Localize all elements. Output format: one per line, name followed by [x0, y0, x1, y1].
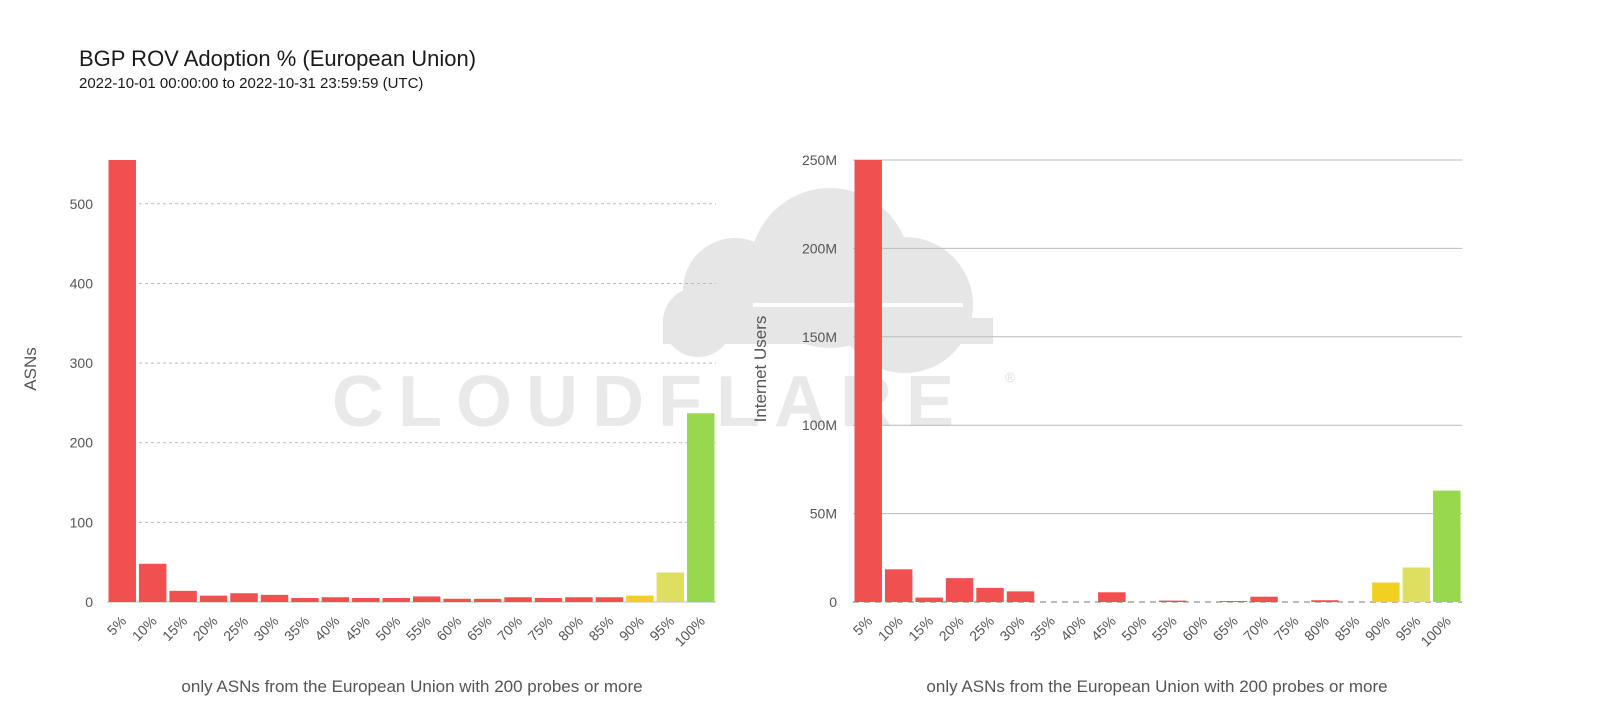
asn-bar-70pct	[504, 597, 532, 602]
users-y-tick-label: 200M	[802, 240, 837, 256]
users-x-tick-label: 30%	[996, 613, 1027, 644]
users-x-tick-label: 25%	[966, 613, 997, 644]
users-x-tick-label: 70%	[1240, 613, 1271, 644]
asn-y-tick-label: 200	[70, 435, 94, 451]
asn-x-axis-title: only ASNs from the European Union with 2…	[181, 677, 642, 696]
asn-bar-85pct	[595, 597, 624, 602]
users-bar-100pct	[1433, 490, 1461, 602]
users-x-tick-label: 20%	[936, 613, 967, 644]
users-bar-45pct	[1098, 592, 1126, 602]
users-x-tick-label: 50%	[1118, 613, 1149, 644]
asn-bar-60pct	[443, 598, 471, 602]
asn-bar-50pct	[382, 598, 410, 602]
users-bar-15pct	[915, 597, 943, 602]
asn-bar-25pct	[230, 593, 258, 602]
asn-bar-65pct	[473, 598, 502, 602]
asn-bar-90pct	[626, 595, 654, 602]
asn-bar-80pct	[565, 597, 593, 602]
users-x-tick-label: 5%	[850, 613, 876, 639]
users-x-tick-label: 75%	[1271, 613, 1302, 644]
asn-y-tick-label: 300	[70, 355, 94, 371]
users-y-tick-label: 250M	[802, 152, 837, 168]
users-bar-30pct	[1006, 591, 1035, 602]
asn-bar-15pct	[169, 590, 197, 602]
users-bar-25pct	[976, 587, 1004, 602]
users-x-tick-label: 10%	[875, 613, 906, 644]
users-y-tick-label: 0	[829, 594, 837, 610]
users-x-tick-label: 100%	[1417, 613, 1454, 650]
asn-bar-100pct	[687, 413, 715, 602]
users-bar-65pct	[1219, 601, 1248, 602]
users-x-tick-label: 65%	[1210, 613, 1241, 644]
users-y-tick-label: 100M	[802, 417, 837, 433]
asn-bar-10pct	[138, 563, 167, 602]
users-x-tick-label: 90%	[1362, 613, 1393, 644]
users-bar-5pct	[854, 160, 882, 602]
users-bar-90pct	[1372, 582, 1400, 602]
users-x-tick-label: 40%	[1057, 613, 1088, 644]
asn-y-tick-label: 500	[70, 196, 94, 212]
asn-bar-40pct	[321, 597, 350, 602]
asn-y-tick-label: 400	[70, 275, 94, 291]
users-bar-55pct	[1159, 600, 1187, 602]
users-bar-10pct	[884, 569, 913, 602]
users-bar-95pct	[1402, 567, 1431, 602]
asn-bar-75pct	[534, 598, 563, 602]
users-y-axis-title: Internet Users	[751, 316, 770, 423]
asn-y-tick-label: 100	[70, 514, 94, 530]
asn-bar-5pct	[108, 160, 136, 602]
asn-bar-30pct	[260, 594, 289, 602]
asn-y-tick-label: 0	[85, 594, 93, 610]
users-y-tick-label: 150M	[802, 329, 837, 345]
asn-y-axis-title: ASNs	[21, 347, 40, 390]
asn-bar-20pct	[199, 595, 228, 602]
users-x-tick-label: 80%	[1301, 613, 1332, 644]
asn-bar-35pct	[291, 598, 319, 602]
users-bar-20pct	[945, 578, 974, 602]
page-title: BGP ROV Adoption % (European Union)	[79, 46, 477, 71]
asn-bar-95pct	[656, 572, 685, 602]
users-x-tick-label: 15%	[905, 613, 936, 644]
users-bar-80pct	[1311, 600, 1339, 602]
users-x-tick-label: 85%	[1331, 613, 1362, 644]
asn-bar-45pct	[352, 598, 380, 602]
users-bar-70pct	[1250, 596, 1278, 602]
asn-bar-55pct	[413, 596, 441, 602]
users-x-tick-label: 45%	[1088, 613, 1119, 644]
users-y-tick-label: 50M	[810, 506, 837, 522]
page-subtitle: 2022-10-01 00:00:00 to 2022-10-31 23:59:…	[79, 75, 424, 92]
users-x-tick-label: 60%	[1179, 613, 1210, 644]
users-x-tick-label: 55%	[1149, 613, 1180, 644]
users-x-axis-title: only ASNs from the European Union with 2…	[926, 677, 1387, 696]
users-x-tick-label: 35%	[1027, 613, 1058, 644]
